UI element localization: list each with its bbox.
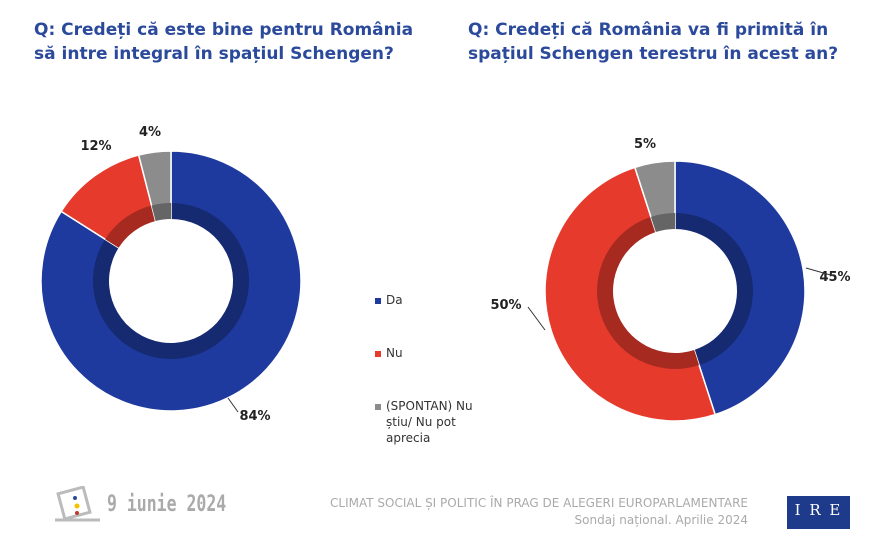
leader-line bbox=[805, 267, 835, 277]
ires-logo: I R E S bbox=[787, 496, 850, 547]
ballot-box-icon bbox=[55, 486, 100, 522]
question-2-title: Q: Credeți că România va fi primită în s… bbox=[468, 20, 839, 64]
data-label-nu-stiu: 5% bbox=[634, 137, 656, 152]
leader-line bbox=[227, 397, 239, 413]
leader-line bbox=[527, 306, 546, 331]
legend-item-nu: Nu bbox=[375, 345, 403, 361]
legend-swatch-nu-stiu bbox=[375, 403, 381, 410]
data-label-nu: 12% bbox=[80, 139, 111, 154]
data-label-nu: 50% bbox=[490, 298, 521, 313]
question-1-title: Q: Credeți că este bine pentru România s… bbox=[34, 20, 414, 64]
slice-nu-stiu-inner-shade bbox=[151, 203, 171, 221]
slice-nu-stiu-inner-shade bbox=[650, 213, 675, 233]
data-label-nu-stiu: 4% bbox=[139, 125, 161, 140]
footer-title: CLIMAT SOCIAL ȘI POLITIC ÎN PRAG DE ALEG… bbox=[330, 496, 748, 510]
data-label-da: 45% bbox=[819, 270, 850, 285]
slice-da-inner-shade bbox=[675, 213, 754, 366]
legend-item-da: Da bbox=[375, 292, 403, 308]
footer-date: 9 iunie 2024 bbox=[107, 492, 227, 517]
legend-label: (SPONTAN) Nu știu/ Nu pot aprecia bbox=[386, 399, 473, 445]
legend-label: Nu bbox=[386, 346, 403, 360]
footer-subtitle: Sondaj național. Aprilie 2024 bbox=[574, 513, 748, 527]
slice-nu-inner-shade bbox=[105, 205, 156, 248]
legend-item-nu-stiu: (SPONTAN) Nu știu/ Nu pot aprecia bbox=[375, 398, 486, 446]
data-label-da: 84% bbox=[239, 409, 270, 424]
legend-swatch-da bbox=[375, 297, 381, 304]
slice-da bbox=[40, 150, 302, 412]
legend-swatch-nu bbox=[375, 350, 381, 357]
slice-nu-inner-shade bbox=[597, 216, 700, 369]
legend-label: Da bbox=[386, 293, 403, 307]
